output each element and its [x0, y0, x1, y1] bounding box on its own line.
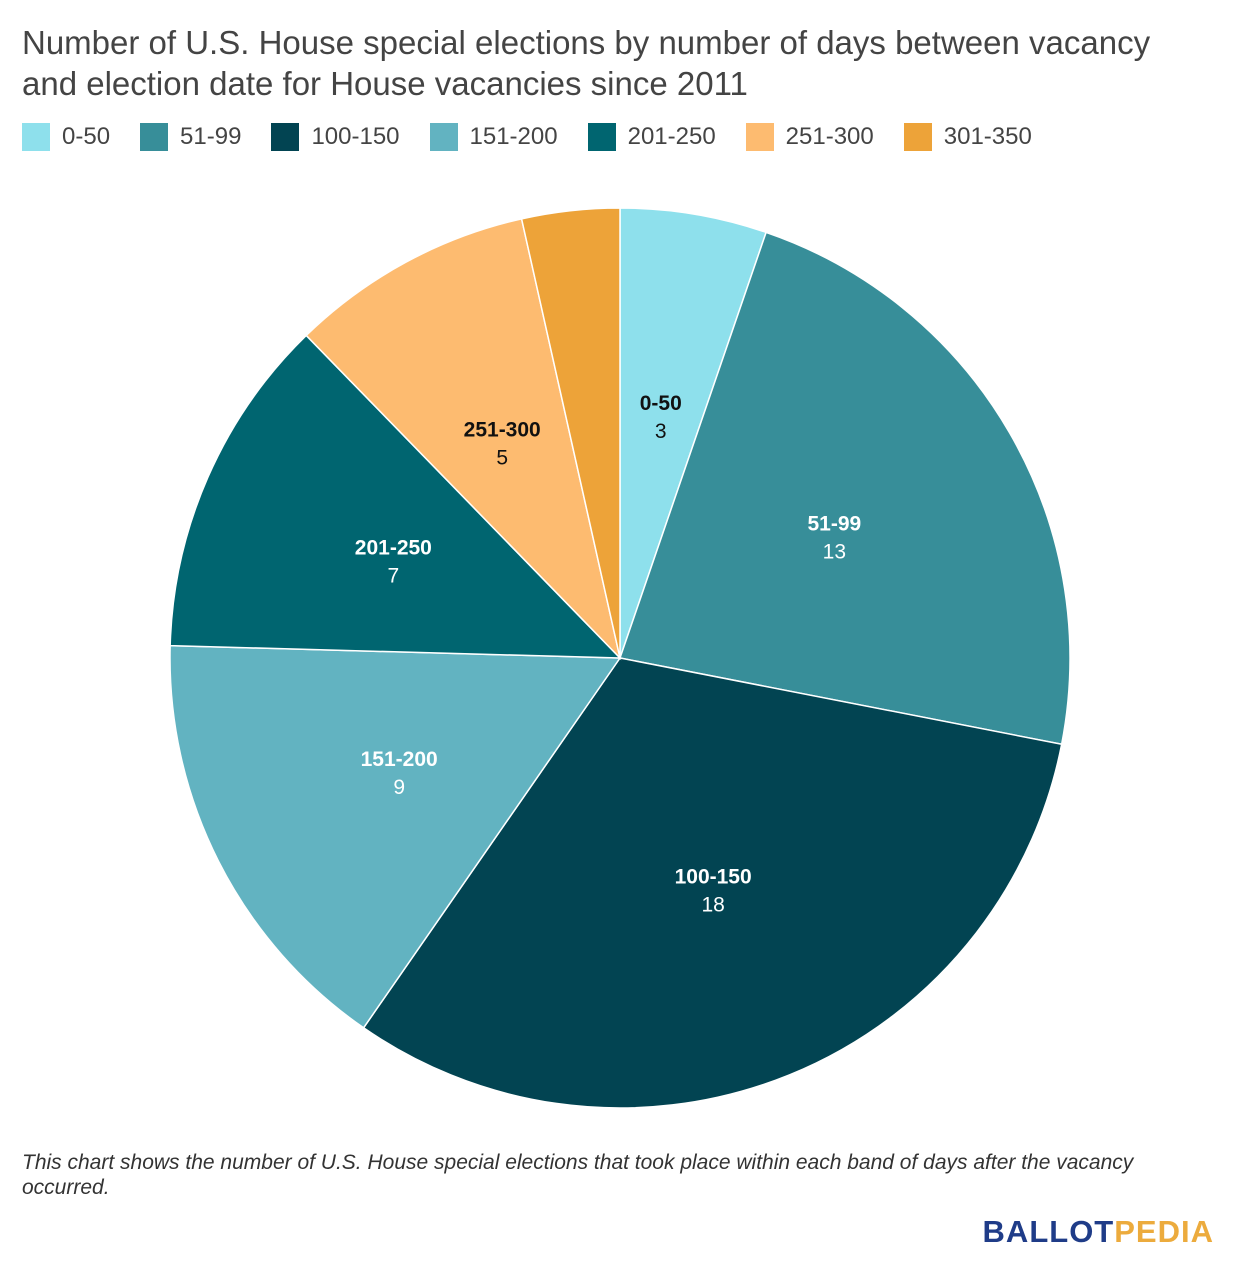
legend-label: 100-150	[311, 123, 400, 150]
legend-swatch	[429, 123, 458, 151]
legend-label: 0-50	[62, 123, 111, 150]
slice-label-category: 51-99	[807, 512, 861, 535]
legend-swatch	[745, 123, 774, 151]
legend-swatch	[587, 123, 616, 151]
slice-label-category: 0-50	[640, 392, 682, 415]
legend-label: 201-250	[627, 123, 716, 150]
slice-label-value: 7	[388, 565, 400, 588]
logo-text-ballot: BALLOT	[982, 1214, 1115, 1249]
chart-title: Number of U.S. House special elections b…	[22, 24, 1151, 102]
legend-swatch	[271, 123, 300, 151]
slice-label-value: 18	[701, 893, 724, 916]
slice-label-value: 13	[823, 540, 846, 563]
legend-swatch	[903, 123, 932, 151]
logo-text-pedia: PEDIA	[1114, 1214, 1214, 1249]
legend-label: 251-300	[785, 123, 874, 150]
slice-label-value: 9	[393, 776, 405, 799]
legend-item: 0-50	[22, 123, 110, 151]
slice-label-category: 151-200	[361, 748, 438, 771]
legend-item: 251-300	[745, 123, 874, 151]
pie-slice-100-150	[362, 657, 1063, 1109]
legend-item: 201-250	[587, 123, 716, 151]
legend-item: 51-99	[140, 123, 241, 151]
legend-item: 100-150	[271, 123, 400, 151]
pie-slice-151-200	[169, 644, 622, 1029]
slice-label-value: 5	[496, 446, 508, 469]
legend-item: 301-350	[903, 123, 1032, 151]
ballotpedia-logo: BALLOTPEDIA	[983, 1214, 1214, 1250]
pie-slice-201-250	[169, 334, 622, 659]
slice-label-category: 251-300	[464, 418, 541, 441]
slice-label-value: 3	[655, 420, 667, 443]
pie-slice-301-350	[520, 207, 621, 659]
slice-label-category: 201-250	[355, 537, 432, 560]
pie-slice-51-99	[619, 231, 1071, 746]
legend-label: 151-200	[469, 123, 558, 150]
pie-slice-251-300	[305, 217, 622, 661]
legend-label: 51-99	[180, 123, 242, 150]
legend-label: 301-350	[943, 123, 1032, 150]
legend-item: 151-200	[429, 123, 558, 151]
chart-legend: 0-50 51-99 100-150 151-200 201-250 251-300 301…	[22, 123, 1062, 151]
slice-label-category: 100-150	[675, 865, 752, 888]
legend-swatch	[22, 123, 50, 151]
legend-swatch	[140, 123, 169, 151]
chart-footnote: This chart shows the number of U.S. Hous…	[22, 1151, 1134, 1199]
pie-slice-0-50	[619, 207, 768, 659]
